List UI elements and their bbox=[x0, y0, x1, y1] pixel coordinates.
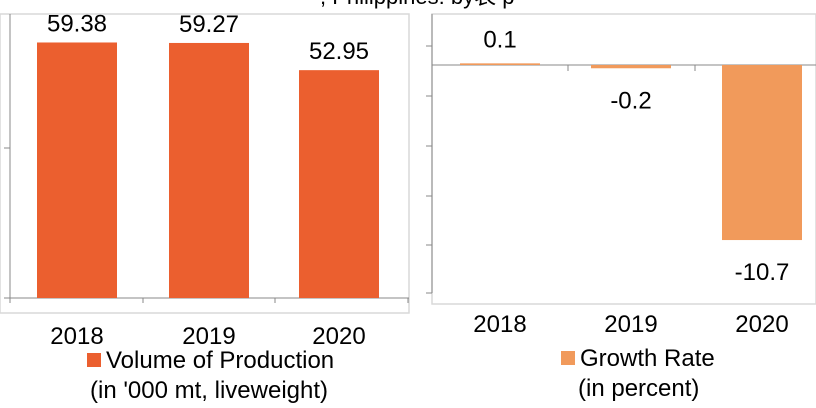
production-bar bbox=[299, 70, 379, 299]
growth-x-tick-label: 2019 bbox=[604, 311, 657, 338]
growth-legend-sublabel: (in percent) bbox=[578, 375, 699, 402]
production-legend-sublabel: (in '000 mt, liveweight) bbox=[90, 377, 328, 404]
production-data-label: 59.38 bbox=[47, 10, 107, 37]
production-bar bbox=[169, 42, 249, 298]
growth-legend-swatch bbox=[561, 351, 575, 365]
production-x-tick-label: 2018 bbox=[50, 323, 103, 350]
growth-data-label: -10.7 bbox=[735, 259, 790, 286]
growth-x-tick-label: 2020 bbox=[735, 311, 788, 338]
growth-bar bbox=[591, 65, 671, 69]
production-data-label: 52.95 bbox=[309, 38, 369, 65]
growth-legend-label: Growth Rate bbox=[580, 345, 715, 372]
growth-data-label: -0.2 bbox=[610, 87, 651, 114]
production-legend-label: Volume of Production bbox=[106, 347, 334, 374]
growth-data-label: 0.1 bbox=[483, 26, 516, 53]
growth-rate-chart: 0.1 -0.2 -10.7 2018 2019 2020 Growth Rat… bbox=[426, 13, 816, 402]
production-x-tick-label: 2019 bbox=[182, 323, 235, 350]
growth-bar bbox=[722, 65, 802, 241]
production-legend-swatch bbox=[87, 353, 101, 367]
production-data-label: 59.27 bbox=[179, 11, 239, 38]
growth-x-tick-label: 2018 bbox=[473, 311, 526, 338]
growth-bar bbox=[460, 63, 540, 65]
production-x-tick-label: 2020 bbox=[312, 323, 365, 350]
production-bar bbox=[37, 42, 117, 299]
production-chart: 59.38 59.27 52.95 2018 2019 2020 Volume … bbox=[0, 10, 410, 404]
header-fragment: , Philippines: by表 p bbox=[320, 0, 514, 9]
